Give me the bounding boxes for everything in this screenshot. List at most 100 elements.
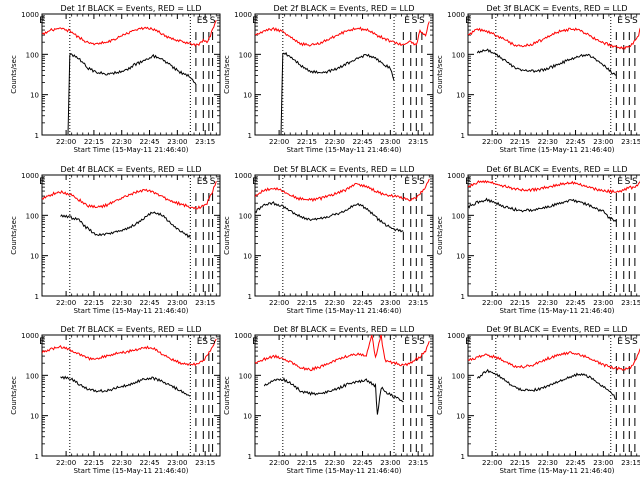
x-tick-label: 22:45 <box>352 138 372 146</box>
x-tick-label: 22:30 <box>325 299 345 307</box>
event-marker-letter: E <box>197 177 203 187</box>
event-marker-letter: S <box>412 337 418 347</box>
y-tick-label: 10 <box>456 253 465 261</box>
x-axis-label: Start Time (15-May-11 21:46:40) <box>286 467 401 475</box>
x-tick-label: 22:15 <box>297 138 317 146</box>
x-tick-label: 22:45 <box>139 299 159 307</box>
panel-title: Det 3f BLACK = Events, RED = LLD <box>486 4 627 13</box>
plot-frame <box>467 174 640 297</box>
x-tick-label: 23:00 <box>380 459 400 467</box>
event-marker-letter: E <box>252 16 258 26</box>
event-marker-letter: S <box>202 177 208 187</box>
x-tick-label: 22:30 <box>325 459 345 467</box>
panel-title: Det 7f BLACK = Events, RED = LLD <box>60 325 201 334</box>
x-tick-label: 23:15 <box>195 138 215 146</box>
plot-frame <box>254 13 434 136</box>
x-tick-label: 22:30 <box>112 459 132 467</box>
x-tick-label: 23:00 <box>593 459 613 467</box>
lld-series-line <box>468 27 640 50</box>
event-marker-letter: S <box>210 16 216 26</box>
y-tick-label: 1000 <box>21 172 39 180</box>
plot-frame <box>254 334 434 457</box>
y-tick-label: 100 <box>452 212 465 220</box>
event-marker-letter: S <box>210 337 216 347</box>
x-tick-label: 22:15 <box>510 299 530 307</box>
x-tick-label: 23:15 <box>621 299 640 307</box>
y-tick-label: 1 <box>461 132 465 140</box>
events-series-line <box>255 201 404 233</box>
x-tick-label: 23:15 <box>408 459 428 467</box>
y-tick-label: 1 <box>35 293 39 301</box>
x-tick-label: 22:00 <box>56 138 76 146</box>
lld-series-line <box>42 19 217 47</box>
plot-area <box>42 14 217 135</box>
events-series-line <box>280 51 395 135</box>
panel-2: Det 2f BLACK = Events, RED = LLD 1 10 100 10… <box>223 4 434 154</box>
plot-frame <box>467 13 640 136</box>
panel-title: Det 1f BLACK = Events, RED = LLD <box>60 4 201 13</box>
event-marker-letter: E <box>197 337 203 347</box>
lld-series-line <box>468 179 640 194</box>
panel-6: Det 6f BLACK = Events, RED = LLD 1 10 100 10… <box>436 165 640 315</box>
x-axis-label: Start Time (15-May-11 21:46:40) <box>73 307 188 315</box>
panel-3: Det 3f BLACK = Events, RED = LLD 1 10 100 10… <box>436 4 640 154</box>
event-marker-letter: S <box>412 16 418 26</box>
x-tick-label: 22:30 <box>538 459 558 467</box>
y-tick-label: 1 <box>461 293 465 301</box>
x-axis-label: Start Time (15-May-11 21:46:40) <box>286 146 401 154</box>
y-axis-label: Counts/sec <box>436 55 444 94</box>
y-tick-label: 10 <box>243 413 252 421</box>
x-tick-label: 22:15 <box>510 138 530 146</box>
x-tick-label: 22:15 <box>84 299 104 307</box>
panel-1: Det 1f BLACK = Events, RED = LLD 1 10 100 10… <box>10 4 221 154</box>
panel-title: Det 9f BLACK = Events, RED = LLD <box>486 325 627 334</box>
x-tick-label: 23:00 <box>593 138 613 146</box>
events-series-line <box>263 377 404 415</box>
event-marker-letter: S <box>632 337 638 347</box>
x-tick-label: 22:15 <box>84 138 104 146</box>
x-axis: 22:00 22:15 22:30 22:45 23:00 23:15 <box>56 335 217 467</box>
y-tick-label: 100 <box>452 372 465 380</box>
panel-8: Det 8f BLACK = Events, RED = LLD 1 10 100 10… <box>223 325 434 475</box>
y-tick-label: 10 <box>30 413 39 421</box>
plot-area <box>255 14 430 135</box>
plot-frame <box>41 334 221 457</box>
panel-title: Det 8f BLACK = Events, RED = LLD <box>273 325 414 334</box>
event-marker-letter: S <box>625 16 631 26</box>
x-tick-label: 23:00 <box>380 138 400 146</box>
x-tick-label: 22:30 <box>112 299 132 307</box>
y-axis-label: Counts/sec <box>223 376 231 415</box>
lld-series-line <box>255 178 430 203</box>
y-tick-label: 10 <box>30 92 39 100</box>
event-marker-letter: S <box>632 177 638 187</box>
plot-area <box>42 335 217 456</box>
y-axis: 1 10 100 1000 <box>234 172 433 301</box>
y-axis-label: Counts/sec <box>10 216 18 255</box>
y-axis: 1 10 100 1000 <box>447 332 474 461</box>
x-tick-label: 22:00 <box>56 299 76 307</box>
y-axis-label: Counts/sec <box>223 216 231 255</box>
x-axis: 22:00 22:15 22:30 22:45 23:00 23:15 <box>482 175 640 307</box>
y-tick-label: 10 <box>30 253 39 261</box>
plot-frame <box>41 174 221 297</box>
x-tick-label: 22:30 <box>538 299 558 307</box>
x-axis: 22:00 22:15 22:30 22:45 23:00 23:15 <box>482 335 640 467</box>
x-axis-label: Start Time (15-May-11 21:46:40) <box>499 146 614 154</box>
x-tick-label: 22:15 <box>510 459 530 467</box>
y-axis: 1 10 100 1000 <box>21 11 220 140</box>
event-marker-letter: E <box>252 337 258 347</box>
x-tick-label: 22:15 <box>297 459 317 467</box>
y-tick-label: 100 <box>239 372 252 380</box>
events-series-line <box>60 375 191 397</box>
event-marker-letter: E <box>465 177 471 187</box>
y-axis: 1 10 100 1000 <box>447 172 474 301</box>
x-tick-label: 23:15 <box>621 459 640 467</box>
y-tick-label: 1 <box>248 132 252 140</box>
x-tick-label: 22:45 <box>139 459 159 467</box>
panel-title: Det 4f BLACK = Events, RED = LLD <box>60 165 201 174</box>
x-tick-label: 23:15 <box>621 138 640 146</box>
x-tick-label: 23:15 <box>408 138 428 146</box>
y-tick-label: 100 <box>26 51 39 59</box>
y-tick-label: 100 <box>26 372 39 380</box>
